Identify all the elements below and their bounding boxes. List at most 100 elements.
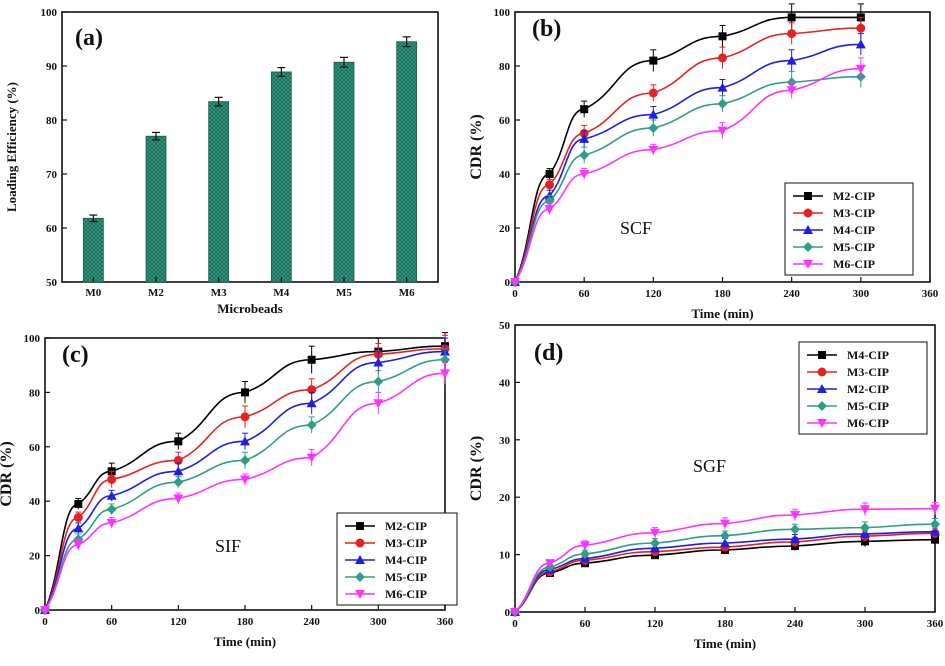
panel-2: (b) Time (min) CDR (%) 0 20 40 60 80 100 0 60 120 18…	[468, 3, 939, 321]
legend-marker	[804, 192, 812, 200]
y-tick-label: 30	[499, 435, 511, 447]
data-point	[306, 420, 317, 431]
data-point	[73, 513, 83, 523]
legend-label: M3-CIP	[385, 536, 427, 550]
legend-marker	[355, 572, 365, 582]
x-tick-label: M0	[85, 287, 101, 299]
data-point	[580, 105, 589, 114]
y-tick-label: 0	[505, 277, 511, 289]
data-point	[544, 205, 555, 215]
series-M6-CIP	[510, 57, 866, 287]
data-point	[174, 437, 183, 446]
y-tick-label: 20	[499, 223, 511, 235]
data-point	[855, 64, 866, 74]
bar-M0	[82, 217, 104, 283]
legend-label: M5-CIP	[385, 570, 427, 584]
legend-marker	[355, 555, 365, 564]
data-point	[720, 538, 730, 548]
legend-label: M5-CIP	[847, 399, 889, 413]
y-tick-label: 80	[46, 115, 58, 127]
y-tick-label: 50	[499, 320, 511, 332]
bar-M5	[333, 61, 355, 283]
data-point	[856, 23, 866, 33]
x-tick-label: M4	[273, 287, 289, 299]
data-point	[306, 398, 317, 408]
series-line	[514, 507, 936, 613]
legend-marker	[803, 260, 813, 269]
y-tick-label: 90	[46, 61, 58, 73]
panel-3: (c) Time (min) CDR (%) 0 20 40 60 80 100 0 60 120 18…	[0, 332, 458, 649]
data-point	[650, 538, 660, 549]
data-point	[373, 357, 384, 367]
data-point	[74, 499, 83, 508]
legend-marker	[817, 367, 827, 377]
legend-label: M6-CIP	[833, 257, 875, 271]
y-tick-label: 100	[41, 7, 58, 19]
legend-label: M2-CIP	[385, 519, 427, 533]
y-axis-label: CDR (%)	[468, 436, 485, 501]
data-point	[717, 126, 728, 136]
y-tick-label: 80	[29, 387, 41, 399]
y-tick-label: 60	[46, 223, 58, 235]
data-point	[73, 523, 84, 533]
data-point	[931, 535, 939, 544]
data-point	[860, 505, 870, 515]
data-point	[787, 29, 797, 39]
y-tick-label: 40	[499, 377, 511, 389]
x-tick-label: 180	[237, 616, 254, 628]
data-point	[307, 355, 316, 364]
y-tick-label: 40	[29, 496, 41, 508]
data-point	[860, 528, 870, 538]
data-point	[173, 494, 184, 504]
data-point	[648, 123, 659, 134]
x-tick-label: 300	[857, 618, 874, 630]
legend-label: M4-CIP	[847, 348, 889, 362]
legend-label: M4-CIP	[385, 553, 427, 567]
data-point	[786, 86, 797, 96]
data-point	[718, 32, 727, 41]
data-point	[790, 510, 800, 520]
series-M6-CIP	[40, 361, 450, 615]
x-tick-label: 300	[853, 288, 870, 300]
data-point	[717, 98, 728, 109]
x-tick-label: 240	[783, 288, 800, 300]
x-tick-label: M5	[336, 287, 352, 299]
data-point	[240, 436, 250, 446]
y-tick-label: 20	[499, 492, 511, 504]
data-point	[240, 475, 250, 485]
y-tick-label: 80	[499, 61, 511, 73]
x-tick-label: 120	[647, 618, 664, 630]
bar-M3	[208, 101, 230, 283]
medium-label: SCF	[620, 218, 652, 238]
panel-1: (a) Microbeads Loading Efficiency (%) 50 60 7…	[4, 7, 439, 316]
y-tick-label: 60	[29, 442, 41, 454]
data-point	[106, 518, 117, 528]
y-tick-label: 100	[494, 7, 511, 19]
x-axis-label: Microbeads	[217, 301, 282, 316]
data-point	[240, 455, 250, 466]
medium-label: SIF	[215, 536, 241, 556]
plot-frame	[61, 11, 439, 283]
y-axis-label: CDR (%)	[0, 441, 15, 506]
data-point	[373, 399, 384, 409]
data-point	[648, 145, 659, 155]
series-M5-CIP	[510, 517, 940, 617]
data-point	[510, 278, 520, 287]
y-axis-label: Loading Efficiency (%)	[4, 82, 19, 212]
data-point	[440, 369, 450, 379]
data-point	[930, 526, 940, 536]
panel-label: (d)	[534, 340, 563, 366]
legend-label: M5-CIP	[833, 240, 875, 254]
x-tick-label: 180	[714, 288, 731, 300]
data-point	[649, 56, 658, 65]
legend-marker	[355, 590, 365, 599]
y-tick-label: 0	[35, 605, 41, 617]
x-axis-label: Time (min)	[214, 634, 276, 649]
y-tick-label: 10	[499, 550, 511, 562]
data-point	[106, 490, 117, 500]
panel-label: (b)	[532, 16, 561, 42]
legend-marker	[818, 351, 826, 359]
y-tick-label: 40	[499, 169, 511, 181]
legend-marker	[803, 242, 813, 252]
data-point	[545, 170, 554, 178]
